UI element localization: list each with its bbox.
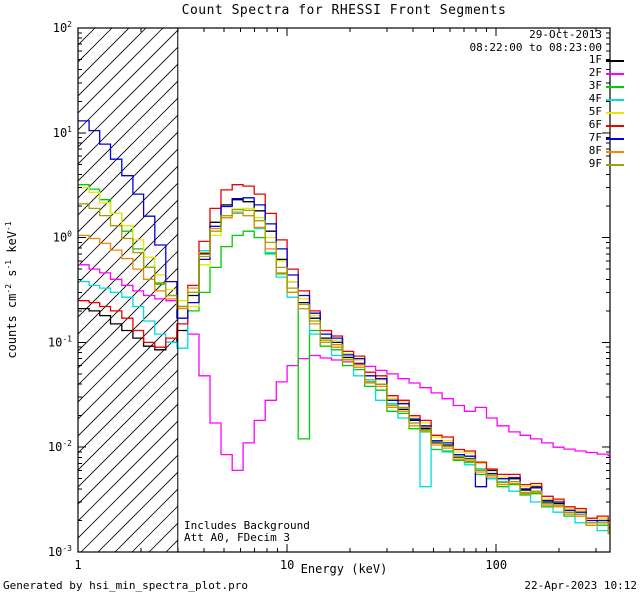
legend-entry-label: 6F [588, 118, 602, 132]
y-tick-labels: 102 101 100 10-1 10-2 10-3 [48, 20, 72, 559]
legend-entry-8F: 8F [470, 145, 624, 158]
legend-entry-9F: 9F [470, 158, 624, 171]
legend-line-swatch [606, 137, 624, 140]
legend-entries: 1F 2F 3F 4F 5F 6F 7F 8F 9F [470, 54, 624, 171]
svg-text:100: 100 [485, 558, 507, 572]
hatch-region [78, 28, 178, 552]
svg-text:102: 102 [53, 20, 72, 35]
legend-line-swatch [606, 111, 624, 114]
annotation-includes-background: Includes Background [184, 519, 310, 532]
legend-entry-1F: 1F [470, 54, 624, 67]
svg-text:1: 1 [74, 558, 81, 572]
legend-entry-label: 1F [588, 53, 602, 67]
legend-line-swatch [606, 59, 624, 62]
svg-text:10-1: 10-1 [48, 334, 72, 349]
legend-entry-label: 2F [588, 66, 602, 80]
legend-line-swatch [606, 85, 624, 88]
legend-date: 29-Oct-2013 [529, 28, 602, 41]
legend-entry-6F: 6F [470, 119, 624, 132]
legend-entry-label: 4F [588, 92, 602, 106]
legend-entry-label: 5F [588, 105, 602, 119]
series-line-9F [78, 203, 610, 532]
legend-time-range: 08:22:00 to 08:23:00 [469, 40, 602, 54]
x-tick-labels: 1 10 100 [74, 558, 507, 572]
legend-entry-2F: 2F [470, 67, 624, 80]
svg-text:100: 100 [53, 230, 72, 245]
plot-frame [77, 27, 611, 553]
legend: 29-Oct-2013 08:22:00 to 08:23:00 1F 2F 3F 4… [469, 28, 624, 171]
legend-entry-label: 3F [588, 79, 602, 93]
series-line-8F [78, 212, 610, 535]
legend-line-swatch [606, 124, 624, 127]
series-line-7F [78, 120, 610, 529]
legend-line-swatch [606, 98, 624, 101]
chart-title: Count Spectra for RHESSI Front Segments [181, 3, 507, 18]
legend-entry-4F: 4F [470, 93, 624, 106]
annotation-att-state: Att A0, FDecim 3 [184, 531, 290, 544]
legend-line-swatch [606, 72, 624, 75]
legend-entry-7F: 7F [470, 132, 624, 145]
svg-text:10-3: 10-3 [48, 544, 72, 559]
footer-datetime: 22-Apr-2023 10:12 [524, 579, 637, 592]
svg-text:10-2: 10-2 [48, 439, 72, 454]
legend-line-swatch [606, 150, 624, 153]
legend-line-swatch [606, 163, 624, 166]
svg-text:10: 10 [280, 558, 294, 572]
series-group [78, 120, 610, 535]
legend-entry-label: 7F [588, 131, 602, 145]
series-line-2F [78, 264, 610, 472]
legend-entry-5F: 5F [470, 106, 624, 119]
legend-entry-3F: 3F [470, 80, 624, 93]
axis-ticks [77, 27, 610, 553]
legend-entry-label: 8F [588, 144, 602, 158]
annotations: Includes Background Att A0, FDecim 3 [184, 520, 310, 544]
legend-entry-label: 9F [588, 157, 602, 171]
footer-generated-by: Generated by hsi_min_spectra_plot.pro [3, 579, 249, 592]
svg-text:101: 101 [53, 125, 72, 140]
y-axis-title: counts cm-2 s-1 keV-1 [4, 221, 19, 358]
x-axis-title: Energy (keV) [300, 562, 388, 576]
